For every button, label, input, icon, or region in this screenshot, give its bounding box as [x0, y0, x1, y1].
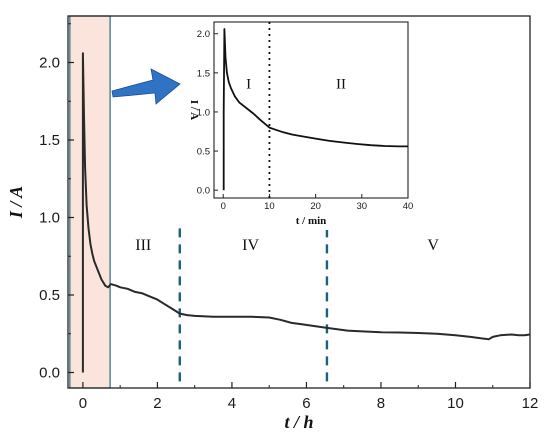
x-tick-label: 10: [447, 395, 464, 412]
inset-current-series-line: [222, 28, 408, 191]
inset-phase-label: I: [246, 76, 251, 92]
x-axis-label: t / h: [284, 412, 313, 432]
inset-x-tick-label: 40: [403, 201, 414, 212]
y-tick-label: 1.0: [39, 210, 60, 227]
inset-y-tick-label: 1.0: [197, 107, 210, 118]
inset-y-tick-label: 1.5: [197, 68, 210, 79]
x-tick-label: 8: [377, 395, 385, 412]
y-tick-label: 1.5: [39, 132, 60, 149]
phase-label: III: [135, 237, 151, 254]
callout-arrow-shape: [111, 68, 181, 105]
inset-x-tick-label: 20: [310, 201, 321, 212]
x-tick-label: 12: [522, 395, 539, 412]
phase-label: IV: [242, 237, 259, 254]
main-plot-frame: [67, 15, 531, 389]
callout-arrow-layer: [111, 68, 181, 105]
phase-label: V: [427, 237, 439, 254]
inset-x-tick-label: 10: [264, 201, 275, 212]
x-tick-label: 0: [79, 395, 87, 412]
inset-y-tick-label: 2.0: [197, 29, 210, 40]
inset-y-tick-label: 0.5: [197, 147, 210, 158]
y-tick-label: 0.5: [39, 287, 60, 304]
inset-background: [182, 18, 416, 230]
y-tick-label: 0.0: [39, 365, 60, 382]
inset-x-tick-label: 0: [221, 201, 226, 212]
x-tick-label: 6: [302, 395, 310, 412]
x-tick-label: 2: [153, 395, 161, 412]
x-tick-label: 4: [228, 395, 236, 412]
y-tick-label: 2.0: [39, 55, 60, 72]
inset-phase-label: II: [336, 76, 346, 92]
inset-x-tick-label: 30: [357, 201, 368, 212]
inset-y-tick-label: 0.0: [197, 186, 210, 197]
y-axis-label: I / A: [6, 186, 26, 219]
inset-plot-frame: [213, 21, 409, 199]
zoom-highlight-region: [69, 15, 111, 389]
inset-x-axis-label: t / min: [296, 215, 327, 227]
inset-y-axis-label: I / A: [188, 100, 200, 120]
current-series-line: [81, 52, 531, 373]
